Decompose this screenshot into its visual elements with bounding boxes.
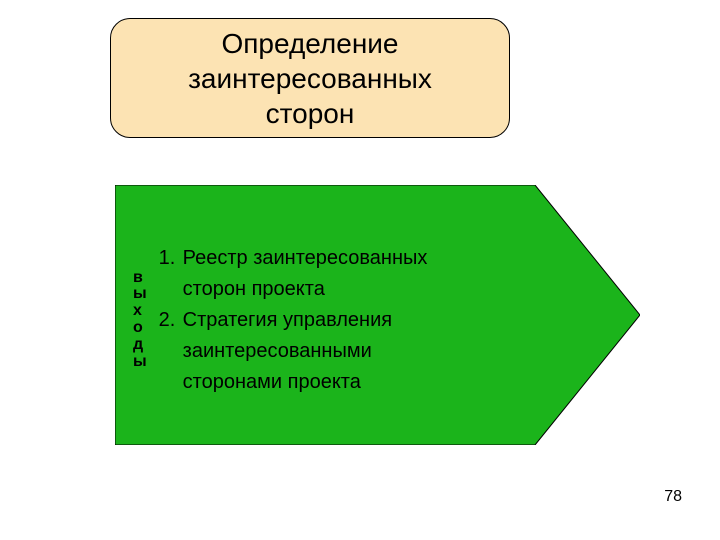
list-item: 2. Стратегия управления [159, 305, 428, 336]
title-box: Определение заинтересованных сторон [110, 18, 510, 138]
vert-char: д [133, 337, 147, 354]
list-text: сторон проекта [183, 274, 325, 305]
list-text: Реестр заинтересованных [183, 243, 428, 274]
list-text: сторонами проекта [183, 367, 361, 398]
arrow-block: в ы х о д ы 1. Реестр заинтересованных с… [115, 185, 640, 445]
list-text: заинтересованными [183, 336, 372, 367]
arrow-content: в ы х о д ы 1. Реестр заинтересованных с… [115, 185, 535, 445]
page-number: 78 [664, 488, 682, 506]
vert-char: о [133, 320, 147, 337]
list-num [159, 336, 183, 367]
list-item: сторонами проекта [159, 367, 428, 398]
list-item: заинтересованными [159, 336, 428, 367]
vert-char: ы [133, 354, 147, 371]
list-num: 1. [159, 243, 183, 274]
vert-char: ы [133, 286, 147, 303]
list-item: сторон проекта [159, 274, 428, 305]
list-num: 2. [159, 305, 183, 336]
vert-char: х [133, 303, 147, 320]
title-text: Определение заинтересованных сторон [188, 26, 432, 131]
list-num [159, 367, 183, 398]
title-line-2: заинтересованных [188, 63, 432, 94]
vertical-label: в ы х о д ы [133, 270, 147, 371]
title-line-3: сторон [266, 98, 355, 129]
list-num [159, 274, 183, 305]
list-text: Стратегия управления [183, 305, 392, 336]
vert-char: в [133, 270, 147, 287]
title-line-1: Определение [221, 28, 398, 59]
list-item: 1. Реестр заинтересованных [159, 243, 428, 274]
arrow-list: 1. Реестр заинтересованных сторон проект… [159, 243, 428, 398]
